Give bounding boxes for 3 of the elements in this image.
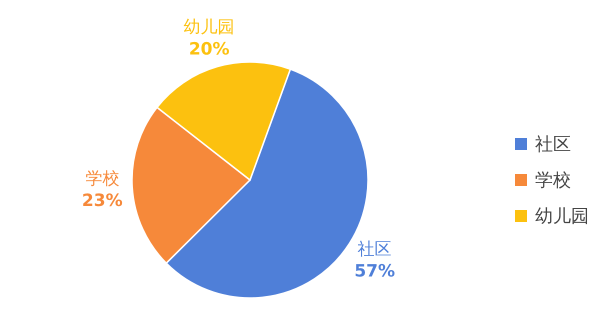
legend-label: 社区 xyxy=(535,134,571,155)
legend-label: 学校 xyxy=(535,170,571,191)
legend-label: 幼儿园 xyxy=(535,206,589,227)
